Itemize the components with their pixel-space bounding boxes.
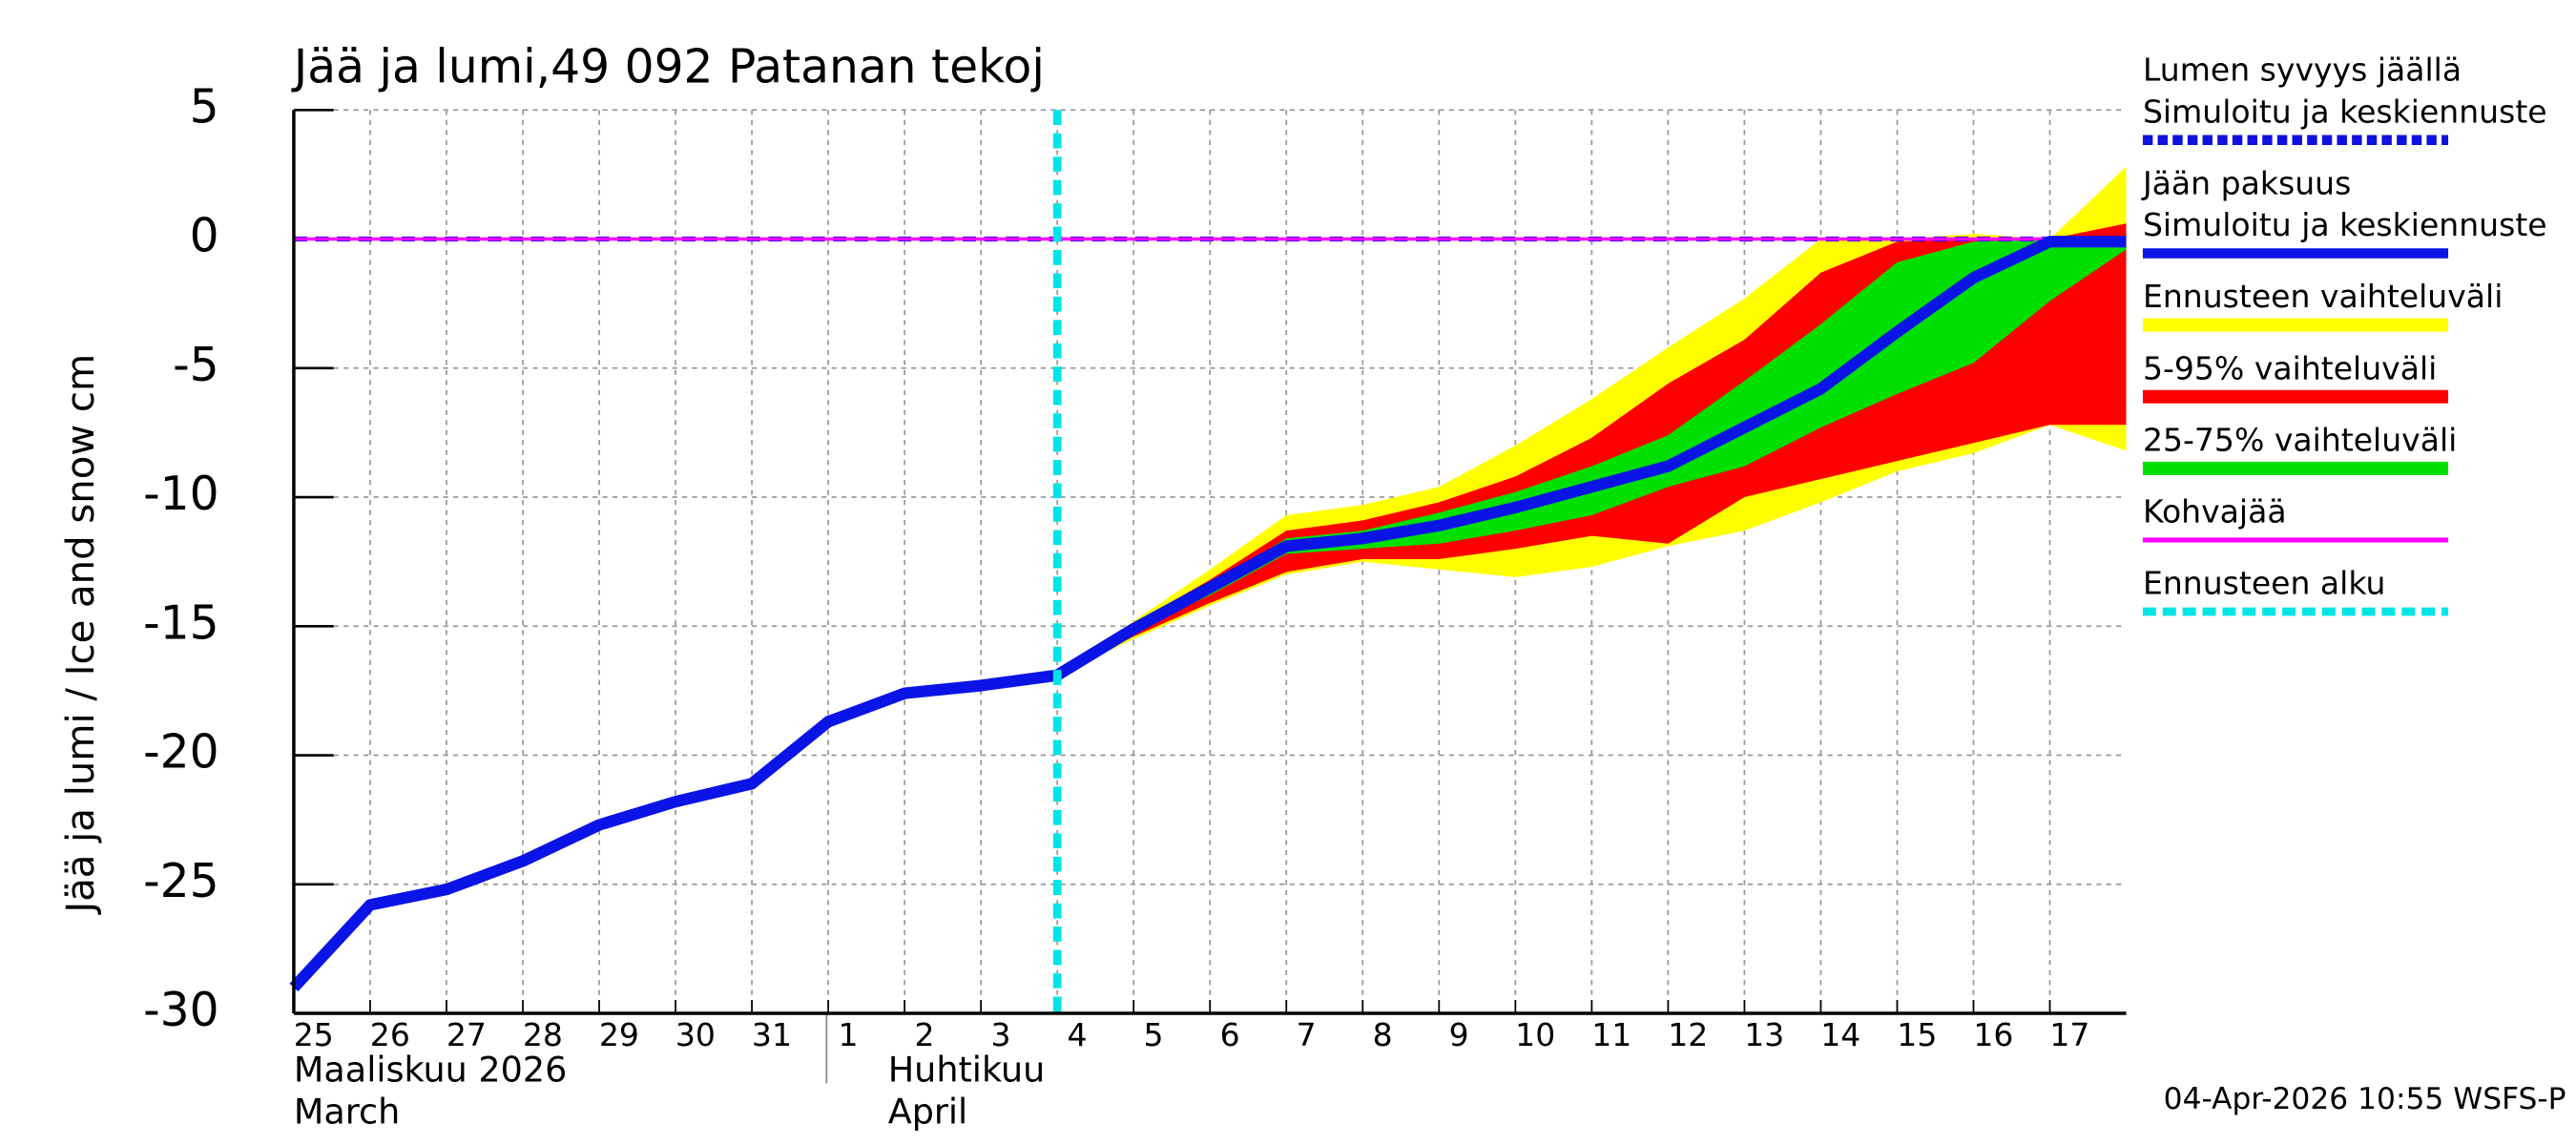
legend-label: Kohvajää <box>2143 492 2287 530</box>
y-tick-label: -10 <box>143 467 219 521</box>
month-label: April <box>888 1091 967 1132</box>
x-tick-label: 15 <box>1897 1016 1937 1053</box>
x-tick-label: 3 <box>991 1016 1011 1053</box>
x-tick-label: 25 <box>294 1016 334 1053</box>
x-tick-label: 9 <box>1449 1016 1469 1053</box>
x-tick-label: 30 <box>675 1016 716 1053</box>
x-tick-label: 27 <box>447 1016 487 1053</box>
line <box>289 236 2127 992</box>
x-tick-label: 7 <box>1297 1016 1317 1053</box>
x-tick-label: 28 <box>523 1016 563 1053</box>
x-tick-label: 31 <box>752 1016 792 1053</box>
y-tick-label: 5 <box>190 79 219 134</box>
x-tick-label: 17 <box>2049 1016 2089 1053</box>
legend-label: Simuloitu ja keskiennuste <box>2143 93 2547 130</box>
y-axis-label: Jää ja lumi / Ice and snow cm <box>59 354 103 916</box>
x-tick-label: 13 <box>1744 1016 1784 1053</box>
y-tick-label: 0 <box>190 208 219 262</box>
x-tick-label: 12 <box>1668 1016 1708 1053</box>
legend-label: 5-95% vaihteluväli <box>2143 349 2437 386</box>
legend-label: Simuloitu ja keskiennuste <box>2143 206 2547 243</box>
chart-title: Jää ja lumi,49 092 Patanan tekoj <box>291 39 1045 94</box>
x-tick-label: 10 <box>1515 1016 1555 1053</box>
x-tick-label: 29 <box>599 1016 639 1053</box>
x-tick-label: 8 <box>1373 1016 1393 1053</box>
month-label: Huhtikuu <box>888 1050 1046 1091</box>
band <box>1057 239 2127 676</box>
month-label: Maaliskuu 2026 <box>294 1050 567 1091</box>
x-tick-label: 4 <box>1068 1016 1088 1053</box>
x-tick-label: 11 <box>1591 1016 1631 1053</box>
y-tick-label: -20 <box>143 724 219 779</box>
y-tick-label: -5 <box>173 338 219 392</box>
x-tick-label: 1 <box>838 1016 858 1053</box>
x-tick-label: 6 <box>1220 1016 1240 1053</box>
legend-label: Ennusteen vaihteluväli <box>2143 278 2503 315</box>
legend-label: Ennusteen alku <box>2143 565 2385 602</box>
x-tick-label: 2 <box>914 1016 934 1053</box>
x-tick-label: 26 <box>370 1016 410 1053</box>
month-label: March <box>294 1091 400 1132</box>
footer: 04-Apr-2026 10:55 WSFS-P <box>2164 1082 2566 1116</box>
y-tick-label: -30 <box>143 983 219 1037</box>
legend-label: Lumen syvyys jäällä <box>2143 52 2462 89</box>
y-tick-label: -25 <box>143 854 219 908</box>
x-tick-label: 14 <box>1820 1016 1860 1053</box>
x-tick-label: 16 <box>1973 1016 2013 1053</box>
x-tick-label: 5 <box>1144 1016 1164 1053</box>
y-tick-label: -15 <box>143 595 219 650</box>
legend-label: 25-75% vaihteluväli <box>2143 421 2457 458</box>
legend-label: Jään paksuus <box>2141 164 2351 201</box>
